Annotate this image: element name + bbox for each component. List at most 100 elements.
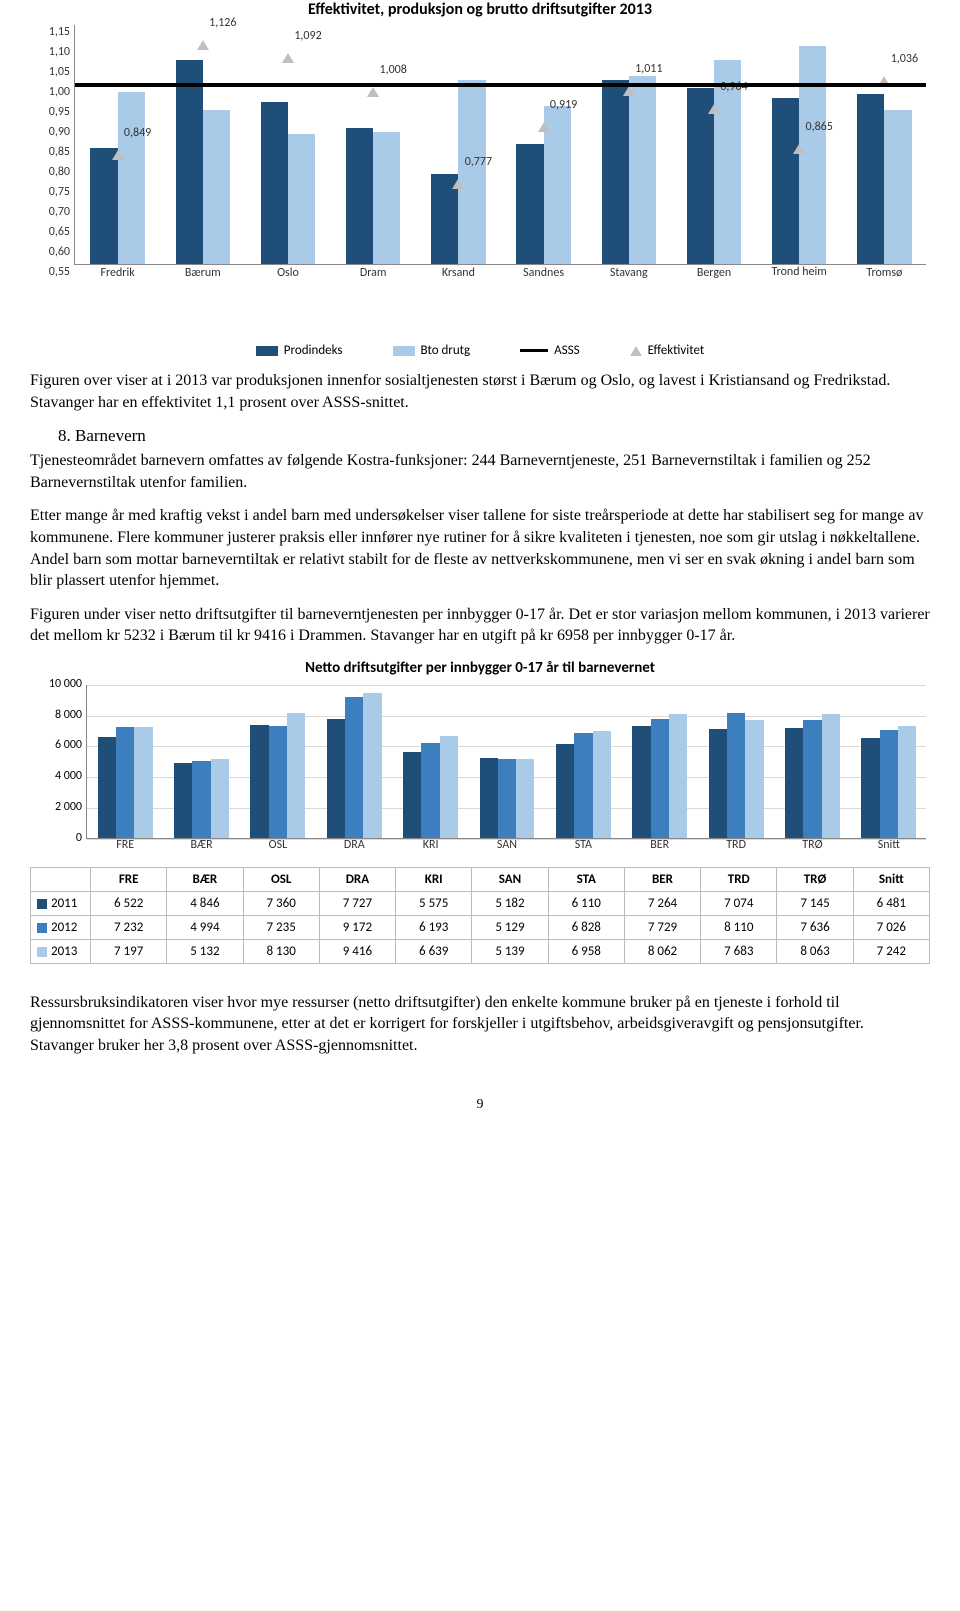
table-row-header: 2012 xyxy=(31,915,91,939)
chart1-ytick: 0,65 xyxy=(49,225,70,239)
para-1: Figuren over viser at i 2013 var produks… xyxy=(30,370,930,413)
chart2-bar xyxy=(516,759,534,838)
table-col-header: BÆR xyxy=(167,867,243,891)
chart1-eff-marker xyxy=(452,179,464,189)
chart1-bar-bto xyxy=(373,132,400,264)
chart1-bar-bto xyxy=(458,80,485,264)
chart2-bar xyxy=(498,759,516,838)
chart1-bar-prod xyxy=(90,148,117,264)
chart2-bar xyxy=(134,727,152,838)
chart1-eff-label: 1,126 xyxy=(209,16,236,30)
chart2-ytick: 10 000 xyxy=(49,677,82,691)
chart1-bar-bto xyxy=(884,110,911,264)
table-cell: 8 130 xyxy=(243,939,319,963)
chart2-xtick: SAN xyxy=(469,838,545,852)
table-col-header: KRI xyxy=(396,867,472,891)
table-cell: 5 129 xyxy=(472,915,548,939)
page-number: 9 xyxy=(30,1097,930,1113)
chart2-bar xyxy=(574,733,592,838)
table-cell: 7 729 xyxy=(624,915,700,939)
chart2-data-table: FREBÆROSLDRAKRISANSTABERTRDTRØSnitt20116… xyxy=(30,867,930,964)
legend-asss: ASSS xyxy=(554,343,579,358)
table-col-header: SAN xyxy=(472,867,548,891)
table-col-header: TRD xyxy=(701,867,777,891)
chart2-gridline xyxy=(87,685,926,686)
table-cell: 7 636 xyxy=(777,915,853,939)
chart2-ytick: 6 000 xyxy=(55,738,82,752)
chart1-eff-label: 1,092 xyxy=(294,29,321,43)
chart2-bar xyxy=(98,737,116,837)
chart1-bar-prod xyxy=(176,60,203,264)
chart2-xtick: TRD xyxy=(698,838,774,852)
chart1-xtick: Sandnes xyxy=(501,266,586,280)
chart1-eff-marker xyxy=(793,144,805,154)
chart1-bar-prod xyxy=(602,80,629,264)
chart2-gridline xyxy=(87,716,926,717)
chart2-xtick: BER xyxy=(622,838,698,852)
table-cell: 6 193 xyxy=(396,915,472,939)
chart1-bar-prod xyxy=(516,144,543,264)
chart1-bar-prod xyxy=(346,128,373,264)
chart1-ytick: 0,95 xyxy=(49,105,70,119)
table-cell: 7 074 xyxy=(701,891,777,915)
chart2-bar xyxy=(785,728,803,838)
chart2-bar xyxy=(745,720,763,838)
table-cell: 7 727 xyxy=(319,891,395,915)
chart1-ytick: 0,75 xyxy=(49,185,70,199)
table-cell: 8 063 xyxy=(777,939,853,963)
table-row: 20137 1975 1328 1309 4166 6395 1396 9588… xyxy=(31,939,930,963)
chart2-xtick: DRA xyxy=(316,838,392,852)
chart2-bar xyxy=(250,725,268,838)
chart1-eff-marker xyxy=(112,150,124,160)
table-row: 20116 5224 8467 3607 7275 5755 1826 1107… xyxy=(31,891,930,915)
table-cell: 5 575 xyxy=(396,891,472,915)
chart1-xtick: Fredrik xyxy=(75,266,160,280)
chart1-bar-bto xyxy=(288,134,315,264)
chart1-bar-bto xyxy=(203,110,230,264)
chart2-bar xyxy=(556,744,574,838)
chart2-xtick: FRE xyxy=(87,838,163,852)
chart2-xtick: TRØ xyxy=(774,838,850,852)
chart1-xtick: Dram xyxy=(331,266,416,280)
chart1-legend: Prodindeks Bto drutg ASSS Effektivitet xyxy=(30,343,930,358)
chart1-eff-marker xyxy=(282,53,294,63)
chart1-eff-label: 0,865 xyxy=(806,120,833,134)
chart1-bar-bto xyxy=(799,46,826,264)
table-col-header: BER xyxy=(624,867,700,891)
chart1-ytick: 0,85 xyxy=(49,145,70,159)
table-cell: 5 182 xyxy=(472,891,548,915)
chart2-bar xyxy=(403,752,421,838)
chart1-bar-prod xyxy=(772,98,799,264)
chart2-ytick: 8 000 xyxy=(55,708,82,722)
chart1-eff-label: 1,011 xyxy=(635,62,662,76)
chart1-ytick: 1,10 xyxy=(49,45,70,59)
chart2: 02 0004 0006 0008 00010 000 FREBÆROSLDRA… xyxy=(30,685,930,865)
chart2-bar xyxy=(211,759,229,838)
chart2-title: Netto driftsutgifter per innbygger 0-17 … xyxy=(30,659,930,677)
table-row-header: 2013 xyxy=(31,939,91,963)
chart1-xtick: Bærum xyxy=(160,266,245,280)
table-cell: 7 242 xyxy=(853,939,929,963)
chart2-bar xyxy=(116,727,134,838)
table-col-header: DRA xyxy=(319,867,395,891)
table-row-header: 2011 xyxy=(31,891,91,915)
chart2-bar xyxy=(421,743,439,838)
chart2-bar xyxy=(440,736,458,838)
chart1-ytick: 1,15 xyxy=(49,25,70,39)
table-col-header: OSL xyxy=(243,867,319,891)
chart1-xtick: Stavang xyxy=(586,266,671,280)
chart2-bar xyxy=(822,714,840,838)
para-3: Etter mange år med kraftig vekst i andel… xyxy=(30,505,930,591)
chart2-xtick: Snitt xyxy=(851,838,927,852)
chart1-ytick: 1,05 xyxy=(49,65,70,79)
chart1-ytick: 0,70 xyxy=(49,205,70,219)
table-col-header: Snitt xyxy=(853,867,929,891)
chart2-bar xyxy=(669,714,687,838)
table-cell: 5 139 xyxy=(472,939,548,963)
table-cell: 6 958 xyxy=(548,939,624,963)
table-cell: 4 994 xyxy=(167,915,243,939)
chart1-title: Effektivitet, produksjon og brutto drift… xyxy=(30,0,930,19)
chart2-bar xyxy=(861,738,879,838)
chart2-bar xyxy=(192,761,210,838)
chart1-eff-marker xyxy=(197,40,209,50)
